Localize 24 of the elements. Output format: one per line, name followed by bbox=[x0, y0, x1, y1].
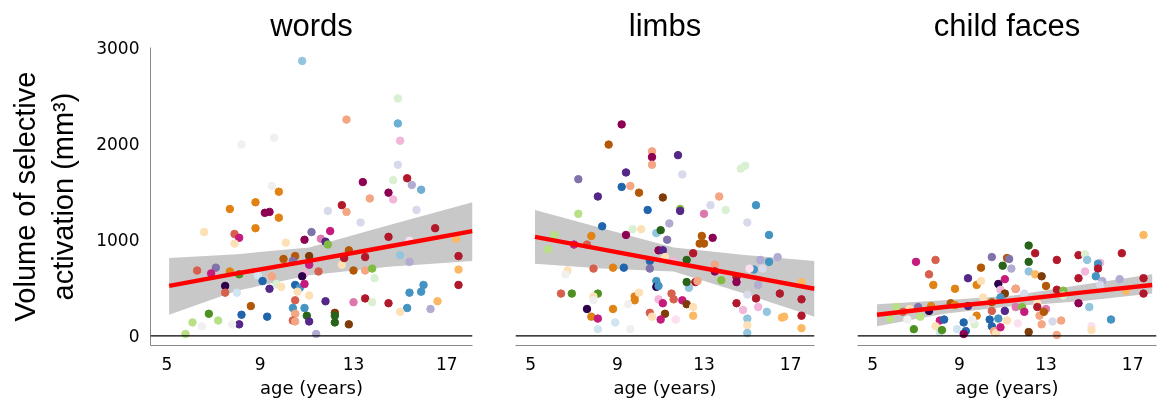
y-tick-label: 3000 bbox=[96, 38, 140, 58]
x-tick-label: 13 bbox=[342, 353, 365, 374]
x-tick-label: 9 bbox=[254, 353, 266, 374]
x-tick-label: 9 bbox=[611, 353, 623, 374]
x-axis-title: age (years) bbox=[613, 376, 717, 398]
y-tick-label: 0 bbox=[128, 326, 140, 347]
y-tick-label: 1000 bbox=[96, 230, 140, 251]
y-axis-title: Volume of selective activation (mm³) bbox=[8, 71, 80, 322]
x-tick-label: 17 bbox=[779, 353, 802, 374]
x-tick-label: 5 bbox=[161, 353, 173, 374]
y-tick-label: 2000 bbox=[96, 134, 140, 155]
x-tick-label: 5 bbox=[525, 353, 537, 374]
x-axis-title: age (years) bbox=[955, 376, 1059, 398]
x-tick-label: 13 bbox=[693, 353, 715, 374]
chart-title: words bbox=[269, 7, 353, 43]
chart-title: limbs bbox=[628, 7, 702, 43]
x-tick-label: 13 bbox=[1035, 353, 1057, 374]
x-tick-label: 5 bbox=[867, 353, 879, 374]
x-tick-label: 17 bbox=[436, 353, 458, 374]
x-tick-label: 17 bbox=[1121, 353, 1144, 374]
line-series bbox=[166, 228, 473, 289]
x-axis-title: age (years) bbox=[260, 376, 363, 398]
x-tick-label: 9 bbox=[953, 353, 965, 374]
chart-title: child faces bbox=[933, 7, 1081, 43]
